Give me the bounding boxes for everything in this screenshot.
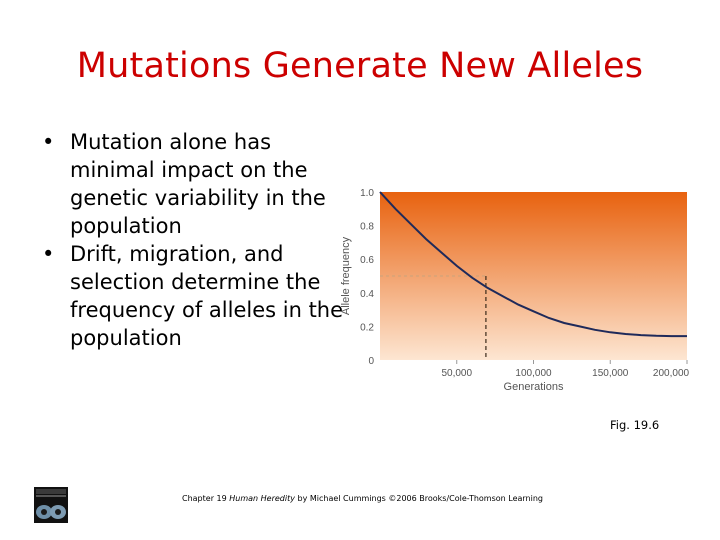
y-tick-label: 0.6 [360,255,374,266]
footer-book-title: Human Heredity [229,494,295,503]
y-axis-ticks: 0 0.2 0.4 0.6 0.8 1.0 [360,188,374,367]
y-tick-label: 0.2 [360,322,374,333]
y-tick-label: 0.8 [360,222,374,233]
y-axis-label: Allele frequency [340,236,352,315]
bullet-text: Mutation alone has minimal impact on the… [70,130,326,238]
y-tick-label: 1.0 [360,188,374,199]
x-axis-ticks: 50,000 100,000 150,000 200,000 [441,360,690,379]
plot-background [380,192,687,360]
footer-credit: Chapter 19 Human Heredity by Michael Cum… [182,494,543,503]
x-tick-label: 150,000 [592,368,629,379]
bullet-marker: • [42,242,55,266]
x-tick-label: 50,000 [441,368,472,379]
bullet-text: Drift, migration, and selection determin… [70,242,344,350]
bullet-item: • Mutation alone has minimal impact on t… [42,128,362,240]
x-axis-label: Generations [504,381,564,393]
x-tick-label: 200,000 [653,368,690,379]
y-tick-label: 0.4 [360,289,374,300]
book-cover-image [34,487,68,523]
bullet-list: • Mutation alone has minimal impact on t… [42,128,362,352]
y-tick-label: 0 [368,356,374,367]
bullet-marker: • [42,130,55,154]
chart-svg: 0 0.2 0.4 0.6 0.8 1.0 50,000 100,000 150,000 200… [340,188,690,393]
bullet-item: • Drift, migration, and selection determ… [42,240,362,352]
x-tick-label: 100,000 [515,368,552,379]
figure-caption: Fig. 19.6 [610,418,660,432]
slide-title: Mutations Generate New Alleles [76,46,644,86]
allele-frequency-chart: 0 0.2 0.4 0.6 0.8 1.0 50,000 100,000 150,000 200… [335,180,695,395]
footer-suffix: by Michael Cummings ©2006 Brooks/Cole-Th… [294,494,544,503]
allele-frequency-curve [379,191,687,338]
footer-prefix: Chapter 19 [182,494,230,503]
